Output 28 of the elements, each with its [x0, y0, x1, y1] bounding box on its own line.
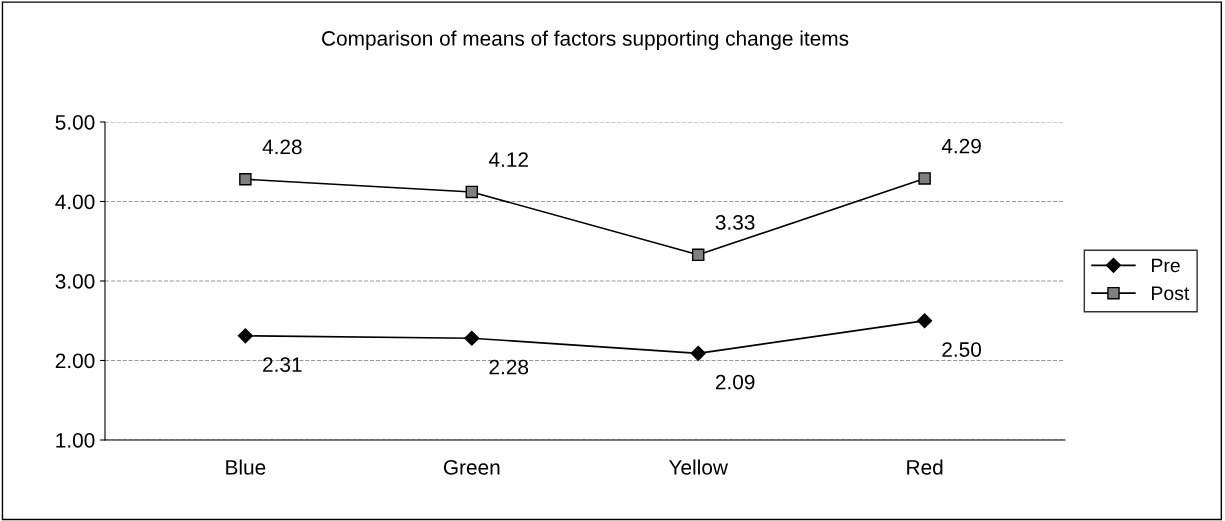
point	[690, 345, 706, 361]
data-label: 2.50	[942, 342, 982, 357]
y-tick-label: 5.00	[55, 115, 95, 130]
x-tick-label: Blue	[226, 459, 266, 475]
y-tick-label: 3.00	[55, 274, 95, 289]
y-tick-label: 2.00	[55, 353, 95, 369]
point	[917, 313, 933, 329]
y-tick-label: 4.00	[55, 194, 95, 210]
point	[464, 330, 480, 346]
data-label: 3.33	[715, 215, 755, 230]
chart-title: Comparison of means of factors supporting change items	[322, 30, 849, 50]
point	[239, 172, 252, 186]
data-label: 4.29	[941, 138, 981, 154]
data-label: 2.28	[489, 359, 529, 375]
point	[465, 185, 479, 199]
data-label: 2.31	[263, 357, 302, 372]
point	[918, 172, 931, 185]
point	[237, 328, 253, 344]
point	[691, 248, 705, 262]
x-tick-label: Green	[443, 459, 500, 475]
legend-label: Pre	[1152, 258, 1180, 273]
x-tick-label: Yellow	[668, 459, 728, 475]
x-tick-label: Red	[907, 459, 943, 475]
data-label: 4.12	[488, 152, 528, 167]
data-label: 2.09	[715, 374, 755, 390]
y-tick-label: 1.00	[56, 433, 95, 448]
legend-label: Post	[1152, 286, 1190, 301]
data-label: 4.28	[262, 139, 302, 155]
